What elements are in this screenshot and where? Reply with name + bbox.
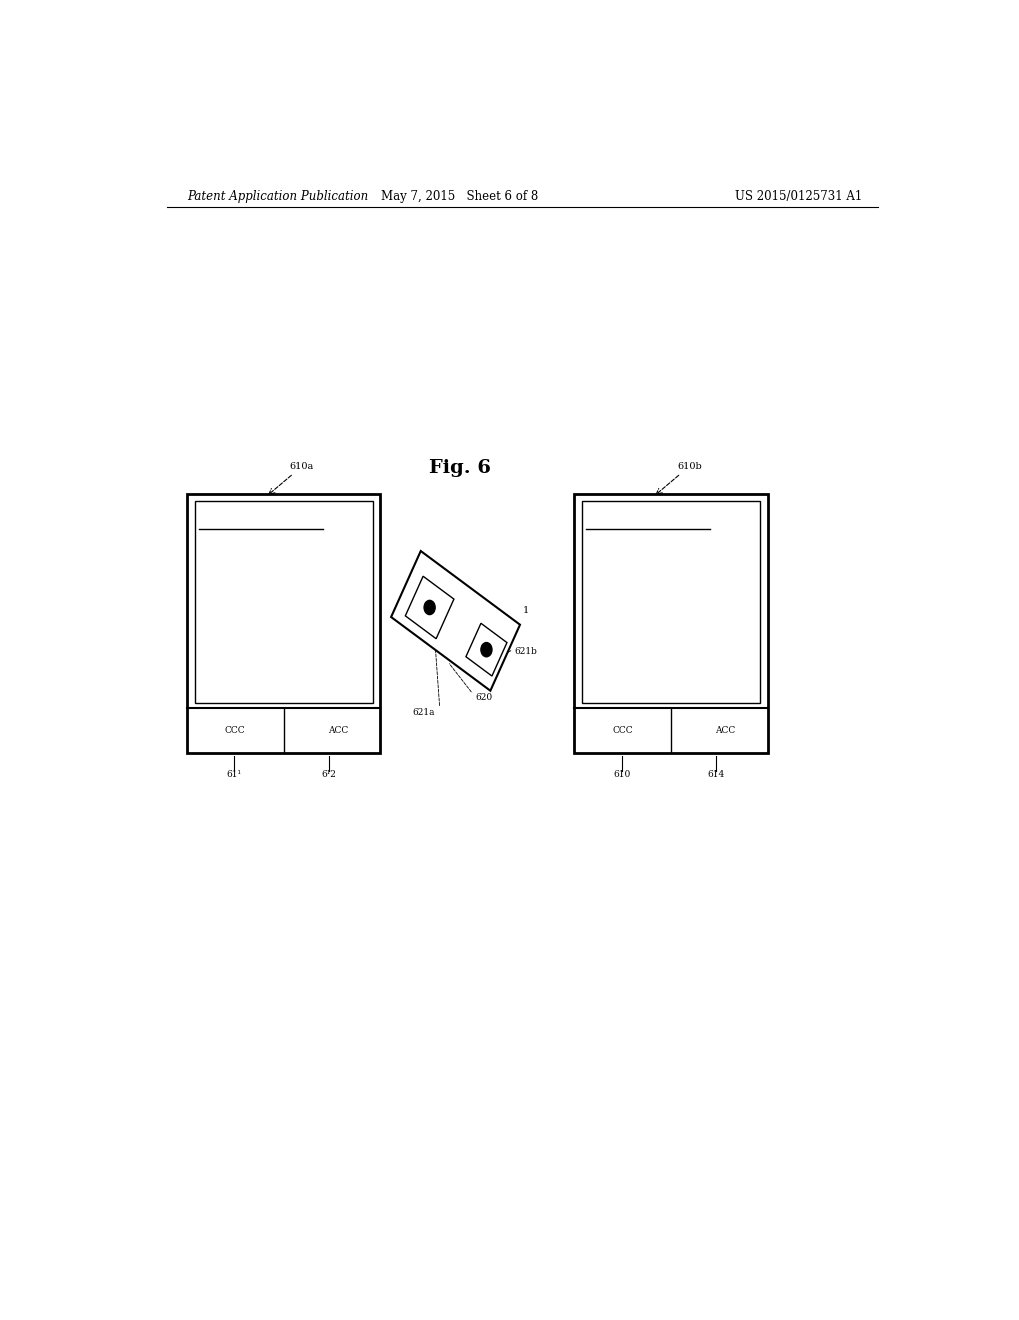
Bar — [390, 550, 520, 690]
Text: US 2015/0125731 A1: US 2015/0125731 A1 — [735, 190, 862, 202]
Text: 610b: 610b — [677, 462, 701, 471]
Text: ACC: ACC — [714, 726, 735, 735]
Text: 621a: 621a — [412, 708, 434, 717]
Text: 614: 614 — [707, 771, 725, 779]
Circle shape — [480, 643, 491, 657]
Text: 621b: 621b — [515, 647, 537, 656]
Text: 610a: 610a — [289, 462, 314, 471]
Text: Fig. 6: Fig. 6 — [428, 459, 490, 478]
Text: 1: 1 — [522, 606, 529, 615]
Bar — [466, 623, 506, 676]
Text: 610: 610 — [612, 771, 630, 779]
Text: 6¹2: 6¹2 — [321, 771, 336, 779]
Circle shape — [424, 601, 435, 615]
Bar — [574, 494, 767, 752]
Text: May 7, 2015   Sheet 6 of 8: May 7, 2015 Sheet 6 of 8 — [380, 190, 538, 202]
Text: CCC: CCC — [611, 726, 632, 735]
Text: ACC: ACC — [327, 726, 347, 735]
Bar — [186, 494, 380, 752]
Bar — [582, 500, 759, 702]
Text: CCC: CCC — [224, 726, 246, 735]
Text: 620: 620 — [475, 693, 492, 702]
Text: Patent Application Publication: Patent Application Publication — [186, 190, 368, 202]
Bar — [195, 500, 372, 702]
Text: 61¹: 61¹ — [226, 771, 242, 779]
Bar — [405, 577, 453, 639]
